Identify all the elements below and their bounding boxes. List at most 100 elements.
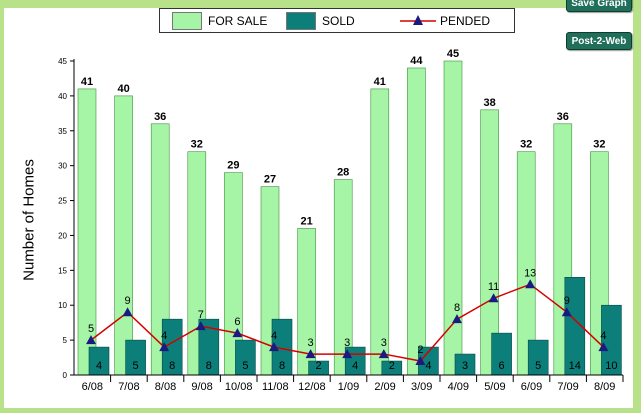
bar-for-sale: [114, 95, 133, 376]
y-axis-label: Number of Homes: [20, 159, 38, 281]
label-sold: 3: [462, 360, 468, 372]
label-for-sale: 36: [557, 111, 569, 123]
pended-marker: [525, 279, 536, 289]
legend-label-sold: SOLD: [322, 14, 355, 28]
label-pended: 4: [600, 330, 606, 342]
label-sold: 14: [569, 360, 581, 372]
label-pended: 8: [454, 302, 460, 314]
x-tick-label: 11/08: [262, 381, 289, 393]
label-for-sale: 32: [520, 139, 532, 151]
y-tick-label: 0: [63, 371, 68, 380]
frame-top: [0, 0, 641, 8]
legend-item-for-sale: FOR SALE: [172, 12, 267, 30]
label-pended: 13: [524, 267, 536, 279]
label-sold: 8: [206, 360, 212, 372]
x-tick-label: 5/09: [484, 381, 505, 393]
bar-for-sale: [443, 60, 463, 376]
label-sold: 4: [352, 360, 358, 372]
label-sold: 5: [133, 360, 139, 372]
label-pended: 5: [88, 323, 94, 335]
y-tick-label: 30: [58, 162, 67, 171]
label-pended: 3: [308, 337, 314, 349]
y-tick-label: 35: [58, 127, 67, 136]
bar-for-sale: [370, 88, 390, 376]
frame-bottom: [0, 408, 641, 413]
label-for-sale: 21: [300, 215, 312, 227]
chart-legend: FOR SALE SOLD PENDED: [159, 8, 515, 33]
label-pended: 3: [381, 337, 387, 349]
label-sold: 4: [425, 360, 431, 372]
label-pended: 9: [564, 295, 570, 307]
pended-marker: [598, 342, 609, 352]
label-for-sale: 44: [410, 55, 423, 67]
x-tick-label: 2/09: [374, 381, 395, 393]
label-pended: 9: [125, 295, 131, 307]
x-tick-label: 10/08: [225, 381, 253, 393]
bar-for-sale: [407, 67, 426, 376]
legend-label-pended: PENDED: [440, 14, 491, 28]
y-tick-label: 40: [58, 92, 67, 101]
y-tick-label: 5: [63, 336, 68, 345]
y-tick-label: 10: [58, 301, 67, 310]
pended-marker: [305, 349, 316, 359]
label-for-sale: 45: [447, 48, 459, 60]
label-sold: 5: [242, 360, 248, 372]
label-pended: 2: [417, 344, 423, 356]
y-tick-label: 15: [58, 266, 67, 275]
pended-marker: [122, 307, 133, 317]
legend-swatch-sold: [286, 12, 316, 30]
x-tick-label: 6/08: [82, 381, 103, 393]
y-tick-label: 25: [58, 197, 67, 206]
x-tick-label: 7/08: [118, 381, 139, 393]
label-for-sale: 27: [264, 174, 276, 186]
pended-marker: [232, 328, 243, 338]
label-sold: 5: [535, 360, 541, 372]
frame-left: [0, 0, 4, 413]
x-tick-label: 8/09: [594, 381, 615, 393]
label-for-sale: 32: [191, 139, 203, 151]
label-pended: 11: [488, 281, 499, 293]
label-pended: 4: [161, 330, 167, 342]
label-sold: 2: [389, 360, 395, 372]
x-tick-label: 4/09: [448, 381, 469, 393]
label-for-sale: 38: [483, 97, 495, 109]
pended-marker: [561, 307, 572, 317]
y-tick-label: 45: [58, 57, 67, 66]
legend-item-pended: PENDED: [400, 12, 490, 30]
label-pended: 4: [271, 330, 277, 342]
legend-item-sold: SOLD: [286, 12, 355, 30]
pended-marker: [378, 349, 389, 359]
x-tick-label: 9/08: [191, 381, 212, 393]
label-pended: 6: [234, 316, 240, 328]
save-graph-button[interactable]: Save Graph: [566, 0, 632, 12]
label-sold: 6: [499, 360, 505, 372]
pended-marker: [342, 349, 353, 359]
label-for-sale: 41: [374, 76, 386, 88]
label-sold: 4: [96, 360, 102, 372]
x-tick-label: 1/09: [338, 381, 359, 393]
x-tick-label: 12/08: [298, 381, 326, 393]
pended-marker: [488, 293, 499, 303]
label-pended: 7: [198, 309, 204, 321]
pended-marker: [269, 342, 279, 352]
label-for-sale: 28: [337, 167, 349, 179]
label-pended: 3: [344, 337, 350, 349]
label-for-sale: 36: [154, 111, 166, 123]
label-sold: 2: [316, 360, 322, 372]
legend-label-for-sale: FOR SALE: [208, 14, 268, 28]
x-tick-label: 3/09: [411, 381, 432, 393]
pended-marker: [452, 314, 462, 324]
pended-marker: [86, 335, 96, 345]
legend-swatch-for-sale: [172, 12, 202, 30]
pended-marker: [159, 342, 170, 352]
label-sold: 8: [279, 360, 285, 372]
x-tick-label: 8/08: [155, 381, 176, 393]
x-tick-label: 6/09: [521, 381, 542, 393]
x-tick-label: 7/09: [557, 381, 578, 393]
label-sold: 8: [169, 360, 175, 372]
label-for-sale: 40: [117, 83, 129, 95]
label-for-sale: 32: [593, 139, 605, 151]
post-to-web-button[interactable]: Post-2-Web: [566, 32, 632, 50]
pended-marker: [415, 356, 426, 366]
